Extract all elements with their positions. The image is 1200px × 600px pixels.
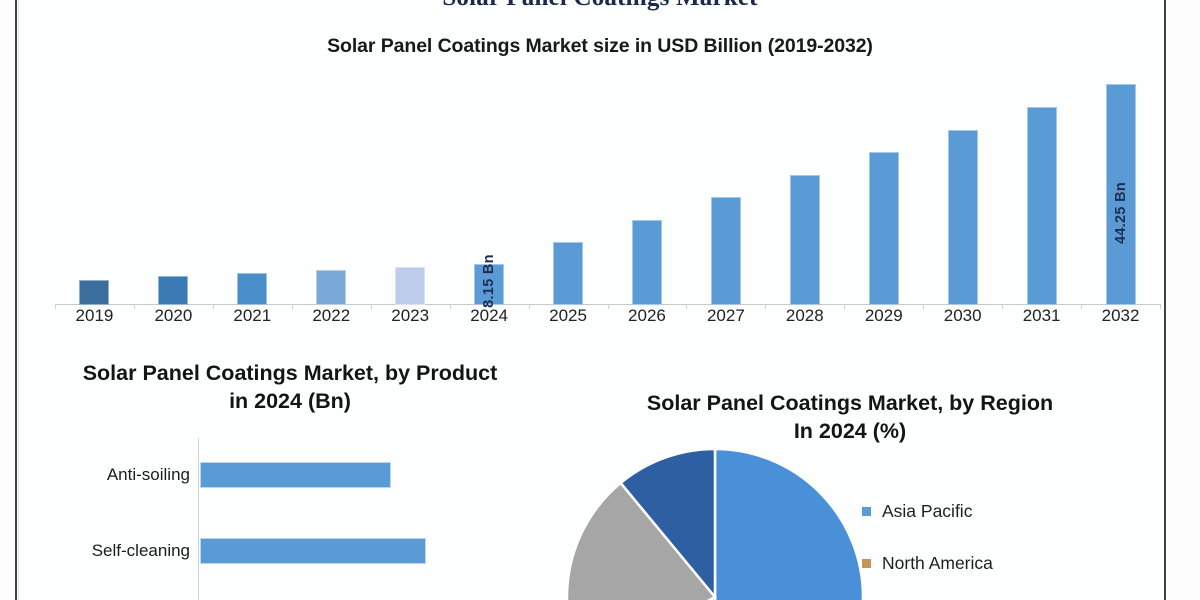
product-horizontal-bar-chart: Anti-soiling Self-cleaning bbox=[30, 438, 530, 600]
bar-2027 bbox=[710, 197, 741, 305]
bar-value-label: 8.15 Bn bbox=[481, 254, 498, 309]
legend-item-north-america: North America bbox=[862, 537, 1162, 589]
region-chart-title: Solar Panel Coatings Market, by Region I… bbox=[600, 390, 1100, 446]
x-axis-tick bbox=[686, 304, 688, 309]
bar-column bbox=[237, 65, 268, 305]
bar-2032: 44.25 Bn bbox=[1105, 84, 1136, 305]
bar-column bbox=[553, 65, 584, 305]
bar-2029 bbox=[868, 152, 899, 305]
frame-border-left bbox=[15, 0, 17, 600]
product-bar-row: Self-cleaning bbox=[30, 534, 530, 568]
product-bar-self-cleaning bbox=[200, 538, 426, 564]
bar-column bbox=[395, 65, 426, 305]
market-size-bar-chart: 8.15 Bn 44.25 Bn bbox=[55, 60, 1161, 309]
x-axis-label-2031: 2031 bbox=[1022, 306, 1061, 325]
x-axis-label-2020: 2020 bbox=[154, 306, 193, 325]
x-axis-tick bbox=[528, 304, 530, 309]
product-y-axis-line bbox=[198, 438, 199, 600]
bar-column bbox=[631, 65, 662, 305]
x-axis-label-2028: 2028 bbox=[785, 306, 824, 325]
bar-2030 bbox=[947, 130, 978, 305]
bar-column bbox=[158, 65, 189, 305]
product-bar-anti-soiling bbox=[200, 462, 391, 488]
legend-label: Asia Pacific bbox=[882, 500, 973, 521]
product-bar-label-anti-soiling: Anti-soiling bbox=[106, 465, 190, 484]
bar-column bbox=[789, 65, 820, 305]
x-axis-label-2029: 2029 bbox=[864, 306, 903, 325]
bar-2023 bbox=[395, 267, 426, 305]
pie-svg bbox=[565, 447, 865, 600]
x-axis-label-2022: 2022 bbox=[312, 306, 351, 325]
x-axis-tick bbox=[291, 304, 293, 309]
legend-label: North America bbox=[882, 552, 993, 573]
x-axis-tick bbox=[449, 304, 451, 309]
product-chart-title: Solar Panel Coatings Market, by Product … bbox=[30, 360, 550, 416]
product-bar-row: Anti-soiling bbox=[30, 458, 530, 492]
bar-2024: 8.15 Bn bbox=[474, 254, 505, 308]
x-axis-tick bbox=[923, 304, 925, 309]
x-axis-tick bbox=[1160, 304, 1161, 309]
legend-item-asia-pacific: Asia Pacific bbox=[862, 485, 1162, 537]
x-axis-label-2023: 2023 bbox=[391, 306, 430, 325]
bar-plot-area: 8.15 Bn 44.25 Bn bbox=[55, 65, 1161, 309]
region-pie-legend: Asia Pacific North America Europe bbox=[862, 485, 1162, 600]
product-chart-title-line2: in 2024 (Bn) bbox=[229, 388, 351, 413]
bar-2026 bbox=[631, 220, 662, 305]
legend-item-europe: Europe bbox=[862, 589, 1162, 600]
bar-column bbox=[316, 65, 347, 305]
bar-2025 bbox=[553, 242, 584, 305]
x-axis-tick bbox=[844, 304, 846, 309]
x-axis-tick bbox=[133, 304, 135, 309]
bar-chart-title: Solar Panel Coatings Market size in USD … bbox=[327, 35, 873, 57]
bar-column: 44.25 Bn bbox=[1105, 65, 1136, 305]
x-axis-label-2025: 2025 bbox=[549, 306, 587, 325]
region-chart-title-line1: Solar Panel Coatings Market, by Region bbox=[646, 391, 1054, 415]
region-chart-title-line2: In 2024 (%) bbox=[793, 418, 907, 443]
bar-column bbox=[710, 65, 741, 305]
bar-column bbox=[868, 65, 899, 305]
bar-column: 8.15 Bn bbox=[474, 65, 505, 308]
x-axis-label-2019: 2019 bbox=[75, 306, 114, 325]
bar-2019 bbox=[79, 280, 110, 305]
x-axis-label-2032: 2032 bbox=[1101, 306, 1140, 325]
bar-2020 bbox=[158, 276, 189, 305]
legend-swatch-icon bbox=[862, 506, 871, 516]
pie-slice-other bbox=[618, 447, 717, 600]
x-axis-tick bbox=[607, 304, 609, 309]
x-axis-tick bbox=[765, 304, 767, 309]
x-axis-label-2027: 2027 bbox=[706, 306, 745, 325]
bar-chart-x-axis-labels: 2019 2020 2021 2022 2023 2024 2025 2026 2027 2028… bbox=[55, 306, 1160, 332]
product-bar-label-self-cleaning: Self-cleaning bbox=[91, 541, 190, 560]
x-axis-label-2024: 2024 bbox=[470, 306, 509, 325]
product-chart-title-line1: Solar Panel Coatings Market, by Product bbox=[82, 361, 498, 385]
bar-2028 bbox=[789, 175, 820, 305]
x-axis-tick bbox=[55, 304, 56, 309]
bar-column bbox=[79, 65, 110, 305]
x-axis-label-2026: 2026 bbox=[628, 306, 666, 325]
pie-slice-asia-pacific bbox=[713, 447, 865, 600]
x-axis-tick bbox=[212, 304, 214, 309]
x-axis-tick bbox=[370, 304, 372, 309]
bar-2021 bbox=[237, 273, 268, 305]
x-axis-tick bbox=[1002, 304, 1004, 309]
bar-2022 bbox=[316, 270, 347, 305]
x-axis-tick bbox=[1081, 304, 1083, 309]
legend-swatch-icon bbox=[862, 558, 871, 568]
frame-border-right bbox=[1164, 0, 1166, 600]
bar-value-label: 44.25 Bn bbox=[1112, 181, 1129, 244]
bar-2031 bbox=[1026, 107, 1057, 305]
x-axis-label-2030: 2030 bbox=[943, 306, 982, 325]
x-axis-label-2021: 2021 bbox=[233, 306, 272, 325]
pie-slice-europe bbox=[565, 481, 717, 600]
bar-column bbox=[1026, 65, 1057, 305]
bar-column bbox=[947, 65, 978, 305]
region-pie-chart bbox=[565, 447, 875, 600]
page-title: Solar Panel Coatings Market bbox=[0, 0, 1200, 12]
